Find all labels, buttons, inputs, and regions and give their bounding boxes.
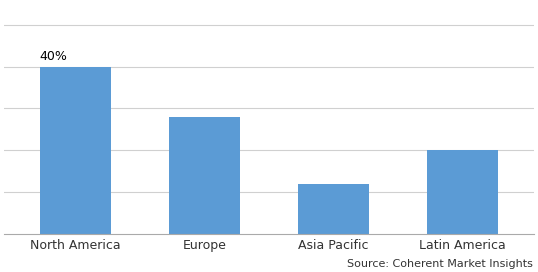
Bar bbox=[427, 150, 498, 234]
Text: 40%: 40% bbox=[40, 50, 68, 63]
Text: Source: Coherent Market Insights: Source: Coherent Market Insights bbox=[347, 259, 533, 269]
Bar bbox=[298, 184, 369, 234]
Bar bbox=[40, 67, 111, 234]
Bar bbox=[169, 117, 240, 234]
